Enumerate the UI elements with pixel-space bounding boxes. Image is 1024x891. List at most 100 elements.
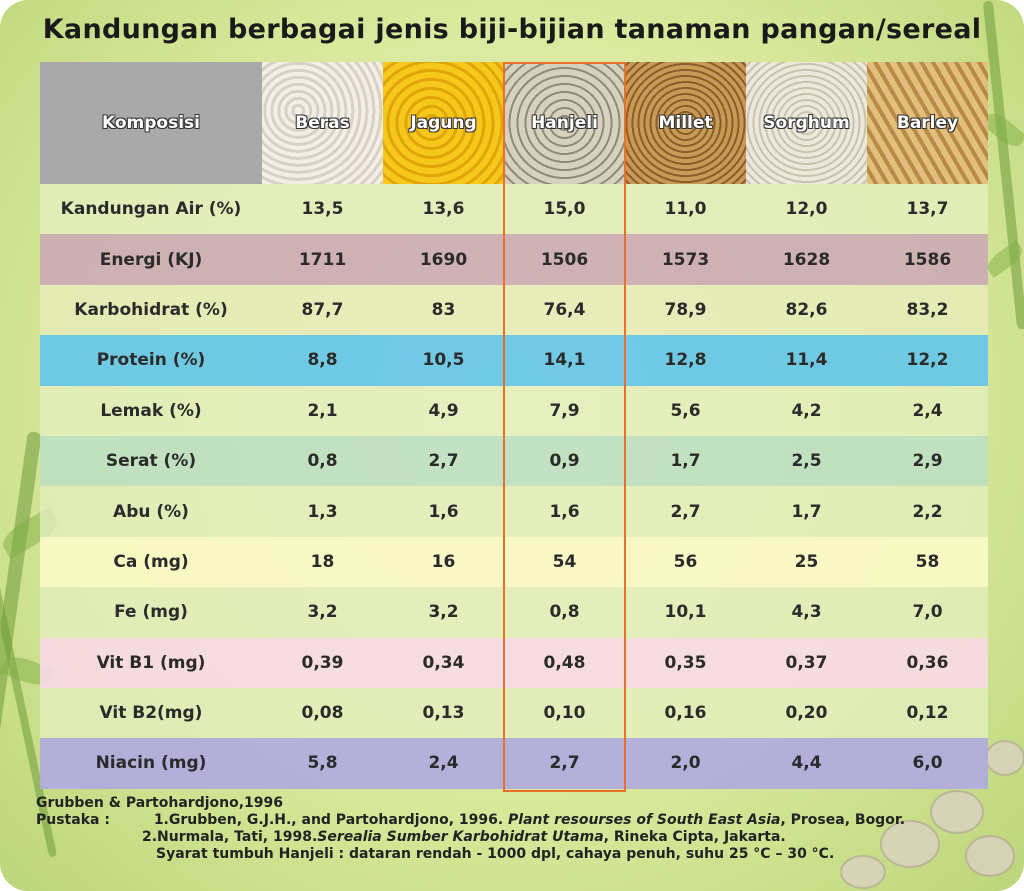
cell-value: 1690 (383, 234, 504, 285)
source-line: Grubben & Partohardjono,1996 (36, 795, 283, 811)
grain-decoration (965, 835, 1015, 877)
cell-value: 0,48 (504, 637, 625, 688)
reference-2-authors: 2.Nurmala, Tati, 1998. (142, 829, 318, 845)
cell-value: 18 (262, 536, 383, 588)
row-label: Serat (%) (40, 435, 262, 487)
cell-value: 2,1 (262, 385, 383, 436)
grain-decoration (880, 820, 940, 868)
cell-value: 4,3 (746, 587, 867, 638)
row-label: Lemak (%) (40, 385, 262, 436)
grain-decoration (985, 740, 1024, 776)
header-millet: Millet (625, 62, 746, 184)
reference-1: Pustaka : 1.Grubben, G.J.H., and Partoha… (36, 812, 966, 829)
table-row: Abu (%) 1,3 1,6 1,6 2,7 1,7 2,2 (40, 486, 988, 537)
cell-value: 54 (504, 536, 625, 588)
header-barley: Barley (867, 62, 988, 184)
row-label: Abu (%) (40, 486, 262, 537)
table-header-row: Komposisi Beras Jagung Hanjeli Millet So… (40, 62, 988, 184)
cell-value: 0,9 (504, 435, 625, 487)
cell-value: 0,08 (262, 687, 383, 739)
table-row: Protein (%) 8,8 10,5 14,1 12,8 11,4 12,2 (40, 335, 988, 386)
table-row: Energi (KJ) 1711 1690 1506 1573 1628 158… (40, 234, 988, 285)
cell-value: 7,9 (504, 385, 625, 436)
cell-value: 0,16 (625, 687, 746, 739)
table-row: Fe (mg) 3,2 3,2 0,8 10,1 4,3 7,0 (40, 587, 988, 638)
cell-value: 25 (746, 536, 867, 588)
header-komposisi: Komposisi (40, 62, 262, 184)
cell-value: 5,8 (262, 738, 383, 789)
cell-value: 11,0 (625, 184, 746, 235)
cell-value: 10,1 (625, 587, 746, 638)
cell-value: 1,3 (262, 486, 383, 537)
references-footer: Grubben & Partohardjono,1996 Pustaka : 1… (36, 795, 966, 863)
table-row: Kandungan Air (%) 13,5 13,6 15,0 11,0 12… (40, 184, 988, 235)
cell-value: 16 (383, 536, 504, 588)
cell-value: 6,0 (867, 738, 988, 789)
cell-value: 0,34 (383, 637, 504, 688)
cell-value: 0,13 (383, 687, 504, 739)
cell-value: 2,4 (867, 385, 988, 436)
row-label: Protein (%) (40, 335, 262, 386)
cell-value: 1573 (625, 234, 746, 285)
cell-value: 2,9 (867, 435, 988, 487)
cell-value: 7,0 (867, 587, 988, 638)
cell-value: 2,4 (383, 738, 504, 789)
cell-value: 2,7 (383, 435, 504, 487)
header-beras: Beras (262, 62, 383, 184)
row-label: Karbohidrat (%) (40, 284, 262, 336)
cell-value: 8,8 (262, 335, 383, 386)
reference-1-title: Plant resourses of South East Asia (508, 812, 781, 828)
pustaka-label: Pustaka : (36, 812, 110, 828)
cell-value: 0,39 (262, 637, 383, 688)
cell-value: 13,7 (867, 184, 988, 235)
composition-table: Komposisi Beras Jagung Hanjeli Millet So… (40, 62, 988, 789)
cell-value: 5,6 (625, 385, 746, 436)
grain-decoration (930, 790, 984, 834)
cell-value: 58 (867, 536, 988, 588)
cell-value: 1,7 (625, 435, 746, 487)
cell-value: 1,7 (746, 486, 867, 537)
table-row: Niacin (mg) 5,8 2,4 2,7 2,0 4,4 6,0 (40, 738, 988, 789)
row-label: Vit B2(mg) (40, 687, 262, 739)
cell-value: 1586 (867, 234, 988, 285)
cell-value: 2,2 (867, 486, 988, 537)
cell-value: 83 (383, 284, 504, 336)
reference-2-title: Serealia Sumber Karbohidrat Utama (317, 829, 604, 845)
page-title: Kandungan berbagai jenis biji-bijian tan… (42, 14, 982, 45)
cell-value: 11,4 (746, 335, 867, 386)
cell-value: 3,2 (262, 587, 383, 638)
cell-value: 13,5 (262, 184, 383, 235)
cell-value: 82,6 (746, 284, 867, 336)
cell-value: 1,6 (383, 486, 504, 537)
reference-1-publisher: , Prosea, Bogor. (780, 812, 906, 828)
cell-value: 1506 (504, 234, 625, 285)
cell-value: 4,4 (746, 738, 867, 789)
reference-2-publisher: , Rineka Cipta, Jakarta. (603, 829, 786, 845)
reference-2: 2.Nurmala, Tati, 1998.Serealia Sumber Ka… (36, 829, 966, 846)
growth-requirements: Syarat tumbuh Hanjeli : dataran rendah -… (156, 846, 835, 862)
row-label: Niacin (mg) (40, 738, 262, 789)
cell-value: 0,10 (504, 687, 625, 739)
reference-1-authors: 1.Grubben, G.J.H., and Partohardjono, 19… (153, 812, 509, 828)
cell-value: 2,0 (625, 738, 746, 789)
cell-value: 2,5 (746, 435, 867, 487)
cell-value: 0,8 (504, 587, 625, 638)
row-label: Ca (mg) (40, 536, 262, 588)
header-sorghum: Sorghum (746, 62, 867, 184)
row-label: Vit B1 (mg) (40, 637, 262, 688)
cell-value: 15,0 (504, 184, 625, 235)
cell-value: 83,2 (867, 284, 988, 336)
cell-value: 0,8 (262, 435, 383, 487)
cell-value: 12,2 (867, 335, 988, 386)
header-jagung: Jagung (383, 62, 504, 184)
cell-value: 56 (625, 536, 746, 588)
row-label: Fe (mg) (40, 587, 262, 638)
cell-value: 78,9 (625, 284, 746, 336)
cell-value: 10,5 (383, 335, 504, 386)
cell-value: 14,1 (504, 335, 625, 386)
table-row: Vit B1 (mg) 0,39 0,34 0,48 0,35 0,37 0,3… (40, 637, 988, 688)
cell-value: 0,12 (867, 687, 988, 739)
cell-value: 0,20 (746, 687, 867, 739)
cell-value: 0,37 (746, 637, 867, 688)
grain-decoration (840, 855, 886, 889)
